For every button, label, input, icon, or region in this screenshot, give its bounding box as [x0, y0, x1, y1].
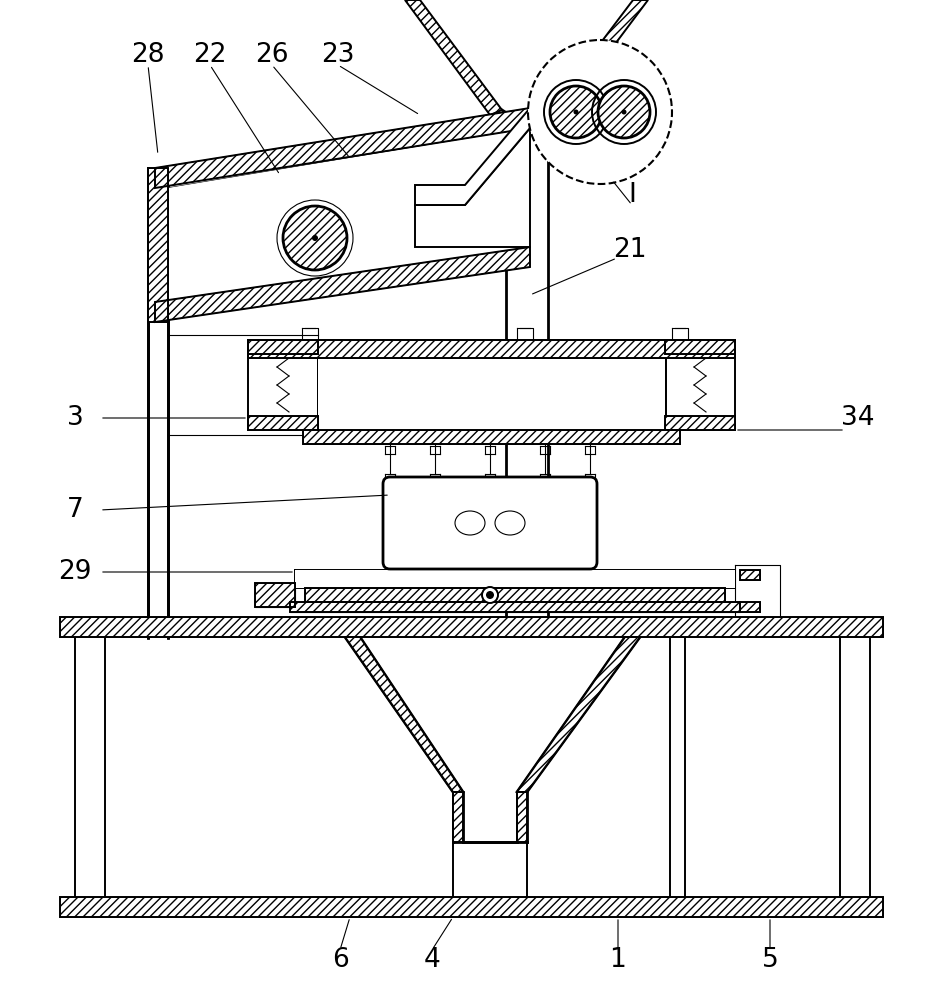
Polygon shape — [155, 247, 530, 322]
Circle shape — [573, 109, 578, 114]
Polygon shape — [155, 108, 530, 188]
Polygon shape — [740, 570, 760, 580]
Text: 6: 6 — [332, 947, 348, 973]
Text: 7: 7 — [67, 497, 83, 523]
Polygon shape — [405, 0, 502, 115]
Text: 28: 28 — [131, 42, 165, 68]
Polygon shape — [517, 792, 527, 842]
Text: 1: 1 — [609, 947, 626, 973]
Polygon shape — [665, 416, 735, 430]
Circle shape — [621, 109, 626, 114]
Text: 29: 29 — [58, 559, 91, 585]
Polygon shape — [60, 897, 883, 917]
Polygon shape — [255, 583, 295, 607]
Polygon shape — [517, 637, 640, 792]
Polygon shape — [318, 340, 665, 430]
Polygon shape — [303, 430, 680, 444]
Polygon shape — [168, 128, 530, 302]
Polygon shape — [665, 340, 735, 354]
Circle shape — [283, 206, 347, 270]
Circle shape — [528, 40, 672, 184]
Polygon shape — [415, 128, 530, 247]
Circle shape — [312, 235, 318, 241]
Ellipse shape — [455, 511, 485, 535]
Text: 22: 22 — [193, 42, 226, 68]
Polygon shape — [148, 168, 168, 322]
Circle shape — [550, 86, 602, 138]
Polygon shape — [740, 602, 760, 612]
Polygon shape — [415, 108, 530, 205]
Text: 23: 23 — [322, 42, 355, 68]
FancyBboxPatch shape — [383, 477, 597, 569]
Text: 26: 26 — [256, 42, 289, 68]
Polygon shape — [453, 792, 463, 842]
Ellipse shape — [495, 511, 525, 535]
Circle shape — [598, 86, 650, 138]
Text: 21: 21 — [613, 237, 647, 263]
Polygon shape — [550, 0, 648, 115]
Polygon shape — [60, 617, 883, 637]
Polygon shape — [345, 637, 463, 792]
Text: 4: 4 — [423, 947, 440, 973]
Text: 5: 5 — [762, 947, 778, 973]
Polygon shape — [248, 340, 318, 354]
Text: I: I — [628, 182, 636, 208]
Text: 34: 34 — [841, 405, 875, 431]
Circle shape — [482, 587, 498, 603]
Circle shape — [486, 591, 494, 599]
Polygon shape — [295, 570, 735, 588]
Polygon shape — [305, 588, 725, 602]
Polygon shape — [248, 416, 318, 430]
Text: 3: 3 — [67, 405, 83, 431]
Polygon shape — [248, 340, 735, 358]
Polygon shape — [290, 602, 740, 612]
